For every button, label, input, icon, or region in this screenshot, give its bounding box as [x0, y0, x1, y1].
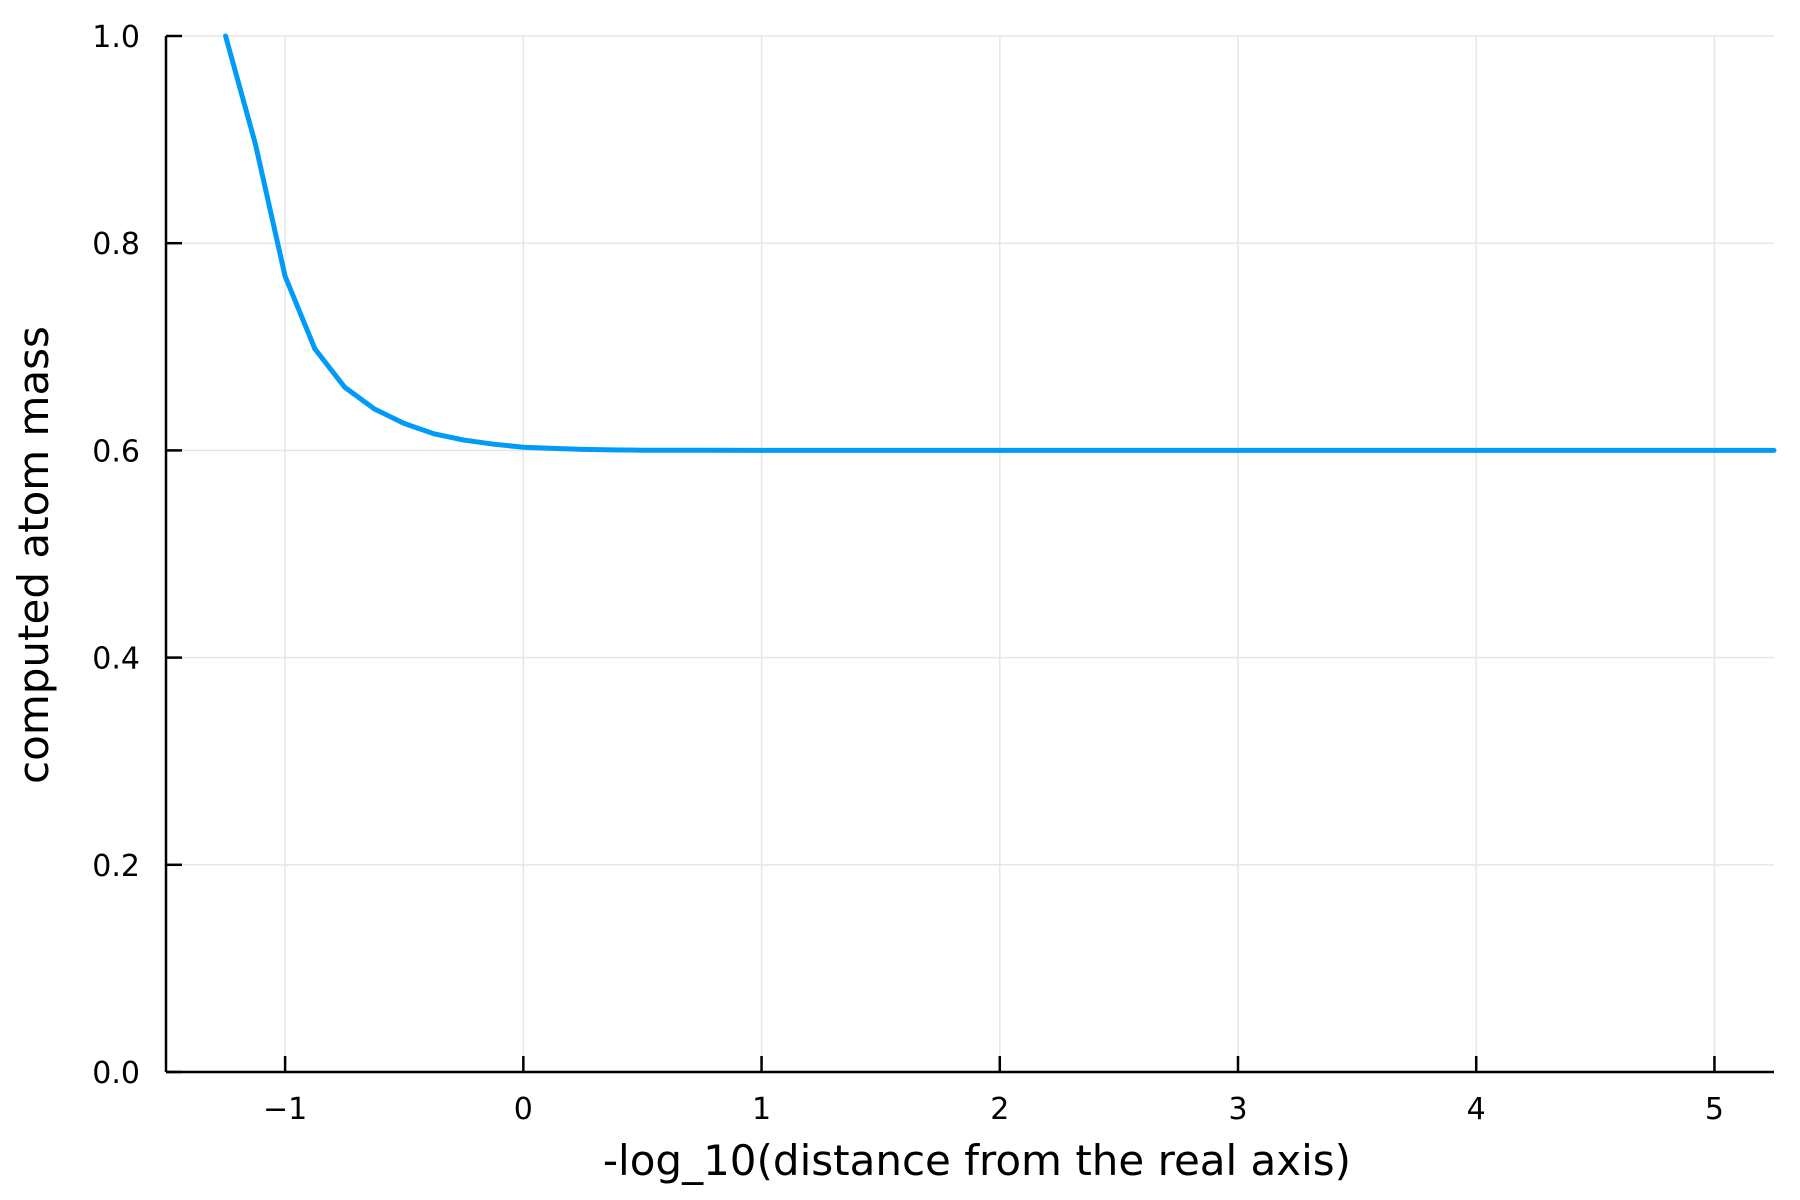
x-axis-title: -log_10(distance from the real axis)	[603, 1136, 1351, 1185]
x-tick-label: 0	[514, 1092, 533, 1127]
grid	[166, 35, 1774, 1073]
x-tick-label: 4	[1467, 1092, 1486, 1127]
y-axis-title: computed atom mass	[9, 326, 58, 784]
y-tick-label: 0.2	[92, 849, 140, 884]
y-tick-label: 1.0	[92, 20, 140, 55]
y-tick-label: 0.8	[92, 227, 140, 262]
series-layer	[223, 33, 1777, 453]
y-tick-label: 0.4	[92, 642, 140, 677]
x-tick-label: −1	[263, 1092, 307, 1127]
y-tick-label: 0.6	[92, 434, 140, 469]
y-tick-label: 0.0	[92, 1056, 140, 1091]
x-tick-label: 5	[1705, 1092, 1724, 1127]
axes	[164, 34, 1774, 1074]
x-tick-label: 1	[752, 1092, 771, 1127]
x-tick-label: 2	[990, 1092, 1009, 1127]
series-line	[223, 33, 1777, 453]
tick-labels: −1 0 1 2 3 4 5 0.0 0.2 0.4 0.6 0.8 1.0	[92, 20, 1724, 1127]
x-tick-label: 3	[1228, 1092, 1247, 1127]
